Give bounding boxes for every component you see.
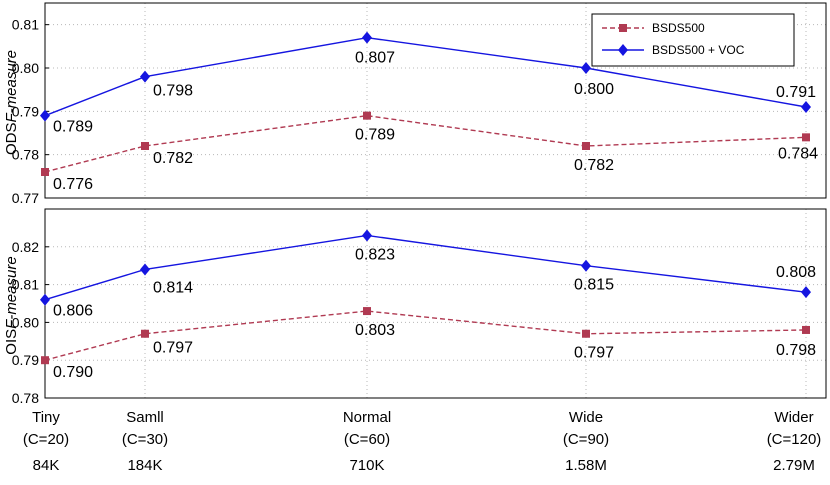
- data-label-bsds500: 0.776: [53, 176, 93, 193]
- y-tick-label: 0.77: [12, 190, 39, 206]
- series-line-bsds500: [44, 310, 807, 361]
- x-tick-label-param: (C=90): [563, 431, 609, 448]
- x-tick-label-param: (C=30): [122, 431, 168, 448]
- data-label-bsds500-voc: 0.808: [776, 264, 816, 281]
- y-axis-label-prefix: ODS: [3, 123, 20, 156]
- data-label-bsds500-voc: 0.806: [53, 303, 93, 320]
- data-point-bsds500-voc: [801, 101, 811, 113]
- data-point-bsds500-voc: [40, 109, 50, 122]
- x-tick-label-param: (C=20): [23, 431, 69, 448]
- ods-panel: 0.77 0.78 0.79 0.80 0.81 ODSF-measure 0.776 0.7…: [3, 2, 827, 206]
- data-point-bsds500-voc: [140, 70, 150, 83]
- data-label-bsds500-voc: 0.814: [153, 279, 193, 296]
- data-point-bsds500: [582, 142, 590, 150]
- data-point-bsds500-voc: [581, 259, 591, 272]
- legend-label-bsds500: BSDS500: [652, 21, 705, 35]
- y-tick-label: 0.78: [12, 147, 39, 163]
- legend-box: [591, 13, 795, 67]
- series-line-bsds500: [44, 114, 807, 173]
- data-label-bsds500-voc: 0.798: [153, 83, 193, 100]
- x-tick-label-name: Normal: [343, 409, 391, 426]
- data-label-bsds500-voc: 0.789: [53, 119, 93, 136]
- legend-marker-bsds500-voc: [618, 44, 628, 56]
- data-label-bsds500-voc: 0.823: [355, 246, 395, 263]
- x-axis-category-labels: Tiny (C=20) 84K Samll (C=30) 184K Normal (C=60)…: [23, 409, 821, 474]
- data-point-bsds500-voc: [362, 31, 372, 44]
- x-tick-label-size: 2.79M: [773, 457, 815, 474]
- data-label-bsds500: 0.803: [355, 322, 395, 339]
- data-point-bsds500-voc: [140, 263, 150, 276]
- data-label-bsds500-voc: 0.791: [776, 84, 816, 101]
- x-tick-label-name: Samll: [126, 409, 164, 426]
- plot-frame: [44, 2, 827, 199]
- y-axis-label: ODSF-measure: [3, 50, 20, 155]
- y-tick-label: 0.80: [12, 60, 39, 76]
- y-axis-label-prefix: OIS: [3, 329, 20, 355]
- data-point-bsds500: [141, 142, 149, 150]
- data-label-bsds500: 0.782: [153, 150, 193, 167]
- data-label-bsds500: 0.797: [153, 340, 193, 357]
- y-tick-label: 0.78: [12, 390, 39, 406]
- data-label-bsds500-voc: 0.800: [574, 81, 614, 98]
- data-label-bsds500: 0.784: [778, 145, 818, 162]
- data-point-bsds500: [582, 329, 590, 338]
- data-point-bsds500-voc: [362, 229, 372, 242]
- x-tick-label-size: 84K: [33, 457, 60, 474]
- y-tick-label: 0.80: [12, 314, 39, 330]
- data-point-bsds500-voc: [40, 293, 50, 306]
- data-label-bsds500: 0.789: [355, 127, 395, 144]
- data-point-bsds500: [141, 329, 149, 338]
- data-point-bsds500-voc: [801, 286, 811, 299]
- legend-label-bsds500-voc: BSDS500 + VOC: [652, 43, 745, 57]
- data-label-bsds500: 0.798: [776, 342, 816, 359]
- data-point-bsds500-voc: [581, 62, 591, 74]
- data-label-bsds500: 0.782: [574, 157, 614, 174]
- data-label-bsds500-voc: 0.815: [574, 277, 614, 294]
- data-label-bsds500-voc: 0.807: [355, 50, 395, 67]
- data-point-bsds500: [802, 325, 810, 334]
- data-point-bsds500: [802, 133, 810, 142]
- y-axis-label: OISF-measure: [3, 256, 20, 354]
- legend: BSDS500 BSDS500 + VOC: [591, 13, 795, 67]
- data-point-bsds500: [41, 168, 49, 176]
- plot-frame: [44, 208, 827, 399]
- x-tick-label-size: 710K: [349, 457, 384, 474]
- x-tick-label-param: (C=120): [767, 431, 822, 448]
- legend-marker-bsds500: [619, 24, 627, 32]
- x-tick-label-name: Wider: [774, 409, 813, 426]
- x-tick-label-name: Wide: [569, 409, 603, 426]
- y-tick-label: 0.79: [12, 352, 39, 368]
- x-tick-label-size: 1.58M: [565, 457, 607, 474]
- y-axis-label-italic: F-measure: [3, 256, 20, 329]
- y-tick-label: 0.79: [12, 103, 39, 119]
- data-label-bsds500: 0.790: [53, 364, 93, 381]
- data-point-bsds500: [41, 356, 49, 365]
- x-tick-label-name: Tiny: [32, 409, 60, 426]
- y-tick-label: 0.81: [12, 17, 39, 33]
- data-point-bsds500: [363, 307, 371, 316]
- data-label-bsds500: 0.797: [574, 345, 614, 362]
- x-tick-label-param: (C=60): [344, 431, 390, 448]
- y-tick-label: 0.81: [12, 277, 39, 293]
- ois-panel: 0.780.790.800.810.82OISF-measure0.7900.7…: [3, 208, 827, 406]
- y-tick-label: 0.82: [12, 239, 39, 255]
- data-point-bsds500: [363, 111, 371, 120]
- x-tick-label-size: 184K: [127, 457, 162, 474]
- y-axis-label-italic: F-measure: [3, 50, 20, 123]
